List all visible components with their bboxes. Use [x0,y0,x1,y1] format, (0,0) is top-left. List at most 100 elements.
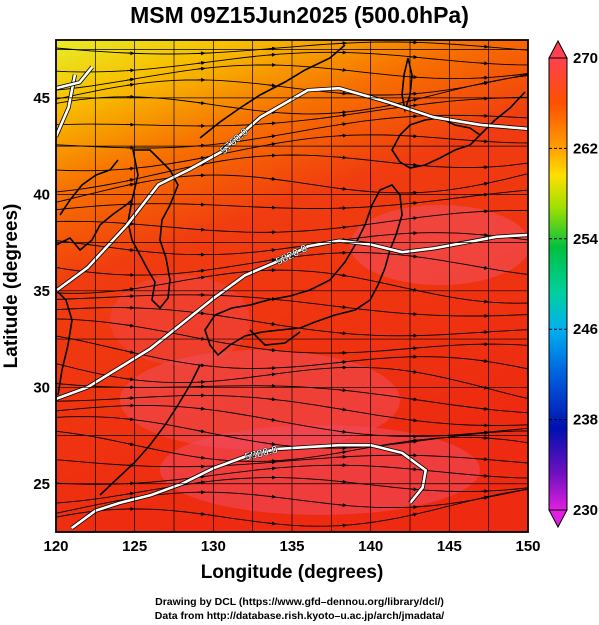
wind-arrow [268,494,277,499]
wind-arrow [409,512,418,517]
wind-arrow [197,275,206,280]
wind-arrow [126,82,135,87]
wind-arrow [126,247,135,252]
wind-arrow [268,248,277,253]
wind-arrow [126,178,135,183]
wind-arrow [480,406,489,411]
x-axis-ticks: 120 125 130 135 140 145 150 [43,538,540,555]
wind-arrow [268,142,277,147]
wind-arrow [126,417,135,422]
wind-arrow [409,254,418,259]
wind-arrow [339,450,348,455]
colorbar-tick-label: 270 [573,50,598,67]
y-tick-label: 35 [33,283,50,300]
wind-arrow [197,60,206,65]
wind-arrow [480,430,489,435]
wind-arrow [268,52,277,57]
wind-arrow [409,438,418,443]
contour-line [56,86,528,292]
wind-arrow [268,83,277,88]
wind-arrow [409,98,418,102]
wind-arrow [409,162,418,167]
colorbar-top-arrow [548,39,568,59]
wind-arrow [409,487,418,492]
wind-arrow [480,232,489,237]
wind-arrow [197,363,206,368]
wind-arrow [268,442,277,446]
colorbar-bottom-arrow [548,509,568,529]
y-tick-label: 30 [33,379,50,396]
colorbar-tick-label: 238 [573,412,598,429]
wind-arrow [197,429,206,434]
wind-arrow [197,406,206,411]
contour-line [56,66,94,90]
wind-arrow [197,511,206,516]
wind-arrow [197,268,206,273]
wind-arrow [409,397,418,402]
warm-patch [350,205,528,285]
x-tick-label: 145 [437,538,462,555]
wind-arrow [126,442,135,447]
wind-arrow [126,491,135,496]
credit-data: Data from http://database.rish.kyoto–u.a… [154,610,445,622]
wind-arrow [126,377,135,382]
wind-arrow [409,467,418,472]
wind-arrow [126,166,135,171]
colorbar-tick-label: 246 [573,321,598,338]
wind-arrow [339,110,348,115]
wind-arrow [197,66,206,71]
wind-arrow [409,55,418,60]
wind-arrow [339,122,348,127]
wind-arrow [339,360,348,365]
wind-arrow [268,348,277,353]
wind-arrow [197,480,206,485]
wind-arrow [126,287,135,292]
coastlines [56,44,526,496]
contour-line [70,443,428,530]
wind-arrow [480,495,489,500]
wind-arrow [480,181,489,186]
wind-arrow [339,273,348,278]
plot-frame [55,39,529,533]
wind-arrow [339,113,348,118]
x-tick-label: 130 [201,538,226,555]
y-axis-label: Latitude (degrees) [1,204,22,369]
wind-arrow [126,182,135,187]
x-tick-label: 135 [279,538,304,555]
colorbar-scale [548,57,568,511]
wind-arrow [480,265,489,270]
wind-arrow [409,201,418,206]
wind-arrow [268,397,277,402]
wind-arrow [339,225,348,230]
colorbar-tick-label: 230 [573,502,598,519]
y-tick-label: 40 [33,186,50,203]
y-axis-ticks: 25 30 35 40 45 [33,90,50,493]
credit-drawing: Drawing by DCL (https://www.gfd–dennou.o… [155,596,444,608]
wind-arrow [339,67,348,72]
wind-arrow [339,503,348,508]
x-tick-label: 125 [122,538,147,555]
wind-arrow [480,359,489,363]
colorbar: 270 262 254 246 238 230 [548,39,599,529]
wind-arrow [268,176,277,181]
wind-arrow [268,417,277,422]
x-tick-label: 140 [358,538,383,555]
wind-arrow [339,186,348,191]
wind-arrow [197,455,206,460]
wind-arrow [339,479,348,484]
colorbar-tick-label: 254 [573,231,599,248]
warm-patch [120,350,400,450]
y-tick-label: 45 [33,90,50,107]
x-tick-label: 120 [43,538,68,555]
wind-arrow [339,331,348,336]
wind-arrow [268,372,277,377]
warm-patch [160,425,480,515]
wind-arrow [339,388,348,393]
wind-arrow [268,466,277,471]
wind-arrow [480,299,489,304]
wind-arrow [339,407,348,412]
chart-title: MSM 09Z15Jun2025 (500.0hPa) [130,2,469,28]
x-tick-label: 150 [515,538,540,555]
